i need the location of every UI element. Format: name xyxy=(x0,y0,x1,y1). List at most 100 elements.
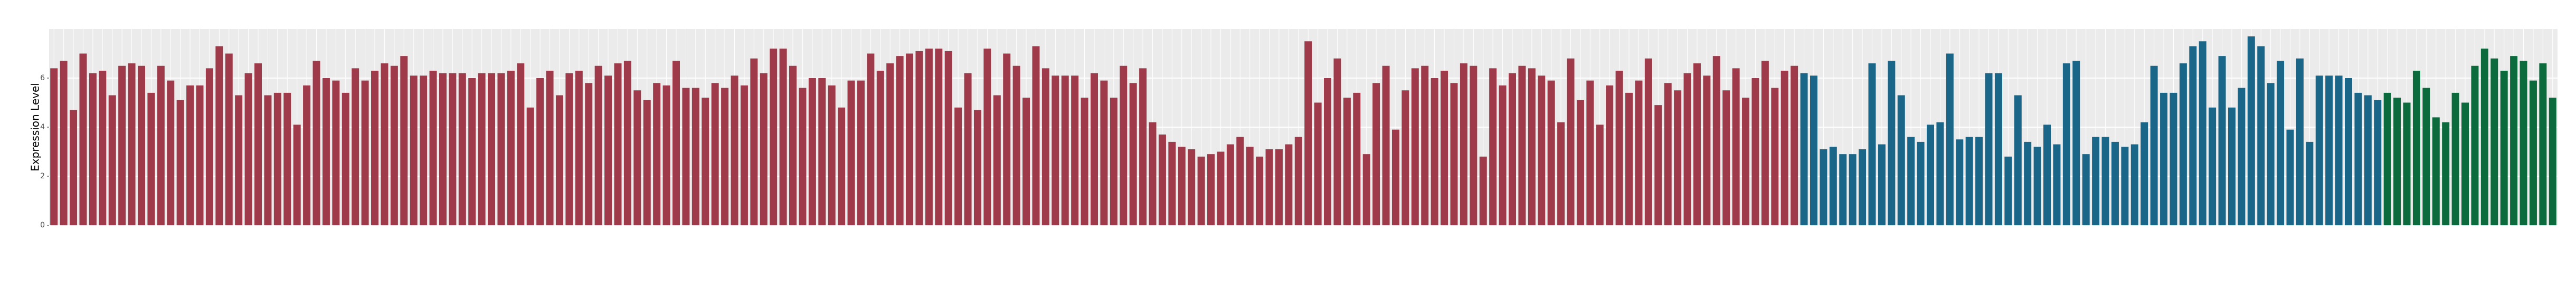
bar xyxy=(847,80,855,225)
bar xyxy=(954,107,962,225)
bar xyxy=(429,71,437,226)
bar xyxy=(1509,73,1516,225)
bar xyxy=(420,75,428,225)
bar xyxy=(896,56,904,226)
bar xyxy=(1450,83,1458,226)
bar xyxy=(225,53,233,225)
bar xyxy=(1888,61,1896,225)
bar xyxy=(2247,36,2255,225)
bar xyxy=(673,61,680,225)
bar xyxy=(1927,125,1934,225)
bar xyxy=(1751,78,1759,225)
bar xyxy=(2364,95,2372,225)
bar xyxy=(682,88,690,225)
bar xyxy=(1956,139,1964,225)
bar xyxy=(2043,125,2051,225)
bar xyxy=(857,80,865,225)
bar xyxy=(1528,68,1536,225)
bar xyxy=(235,95,243,225)
bar xyxy=(2267,83,2275,226)
bar xyxy=(332,80,340,225)
bar xyxy=(303,85,311,225)
bar xyxy=(2296,58,2304,226)
bar xyxy=(458,73,466,225)
bar xyxy=(2150,65,2158,225)
bar xyxy=(1791,65,1798,225)
bar xyxy=(585,83,593,226)
bar xyxy=(2520,61,2527,225)
bar xyxy=(439,73,447,225)
bar xyxy=(1742,98,1750,225)
bar xyxy=(2451,92,2459,225)
bar xyxy=(2024,141,2032,225)
bar xyxy=(167,80,175,225)
bar xyxy=(1800,73,1808,225)
bar xyxy=(721,88,729,225)
bar xyxy=(312,61,320,225)
bar xyxy=(1353,92,1361,225)
bar xyxy=(1129,83,1137,226)
bar xyxy=(1965,137,1973,225)
bar xyxy=(1343,98,1351,225)
bar xyxy=(1936,122,1944,225)
bar xyxy=(692,88,699,225)
bar xyxy=(1606,85,1614,225)
bar xyxy=(2500,71,2508,226)
bar xyxy=(118,65,126,225)
bar xyxy=(1178,147,1186,225)
y-tick-label: 4 xyxy=(40,123,45,131)
bar xyxy=(1391,129,1399,225)
bar xyxy=(1664,83,1672,226)
bar xyxy=(1576,100,1584,225)
bar xyxy=(2228,107,2236,225)
bar xyxy=(1946,53,1954,225)
bar xyxy=(536,78,544,225)
bar xyxy=(1644,58,1652,226)
bar xyxy=(1022,98,1030,225)
bar xyxy=(2160,92,2168,225)
bar xyxy=(546,71,554,226)
y-axis-title: Expression Level xyxy=(29,83,42,171)
bar xyxy=(1470,65,1478,225)
bar xyxy=(322,78,330,225)
bar xyxy=(2053,144,2061,225)
bar xyxy=(2209,107,2217,225)
bar xyxy=(147,92,155,225)
bar xyxy=(1362,154,1370,225)
bar xyxy=(1168,141,1176,225)
bar xyxy=(1547,80,1555,225)
bar xyxy=(2189,46,2197,226)
bar xyxy=(1188,149,1196,225)
bar xyxy=(2004,156,2012,225)
bar xyxy=(89,73,97,225)
bar xyxy=(614,63,622,225)
bar xyxy=(1820,149,1827,225)
bar xyxy=(789,65,797,225)
bar xyxy=(906,53,914,225)
bar xyxy=(1917,141,1925,225)
bar xyxy=(1052,75,1059,225)
bar xyxy=(1372,83,1380,226)
bar xyxy=(2432,117,2440,225)
bar xyxy=(215,46,223,226)
bar xyxy=(1411,68,1419,225)
bar xyxy=(1197,156,1205,225)
bar xyxy=(1207,154,1215,225)
bar xyxy=(633,90,641,225)
bar xyxy=(1041,68,1049,225)
bar xyxy=(653,83,661,226)
bar xyxy=(1975,137,1983,225)
bar xyxy=(2480,49,2488,225)
bar xyxy=(2354,92,2362,225)
bar xyxy=(925,49,933,225)
bar xyxy=(1149,122,1157,225)
bar xyxy=(1158,134,1166,225)
bar xyxy=(2490,58,2498,226)
bar xyxy=(1226,144,1234,225)
bar xyxy=(1324,78,1332,225)
bar xyxy=(1761,61,1769,225)
bar xyxy=(517,63,525,225)
bar xyxy=(361,80,369,225)
bar xyxy=(594,65,602,225)
bar xyxy=(2218,56,2226,226)
